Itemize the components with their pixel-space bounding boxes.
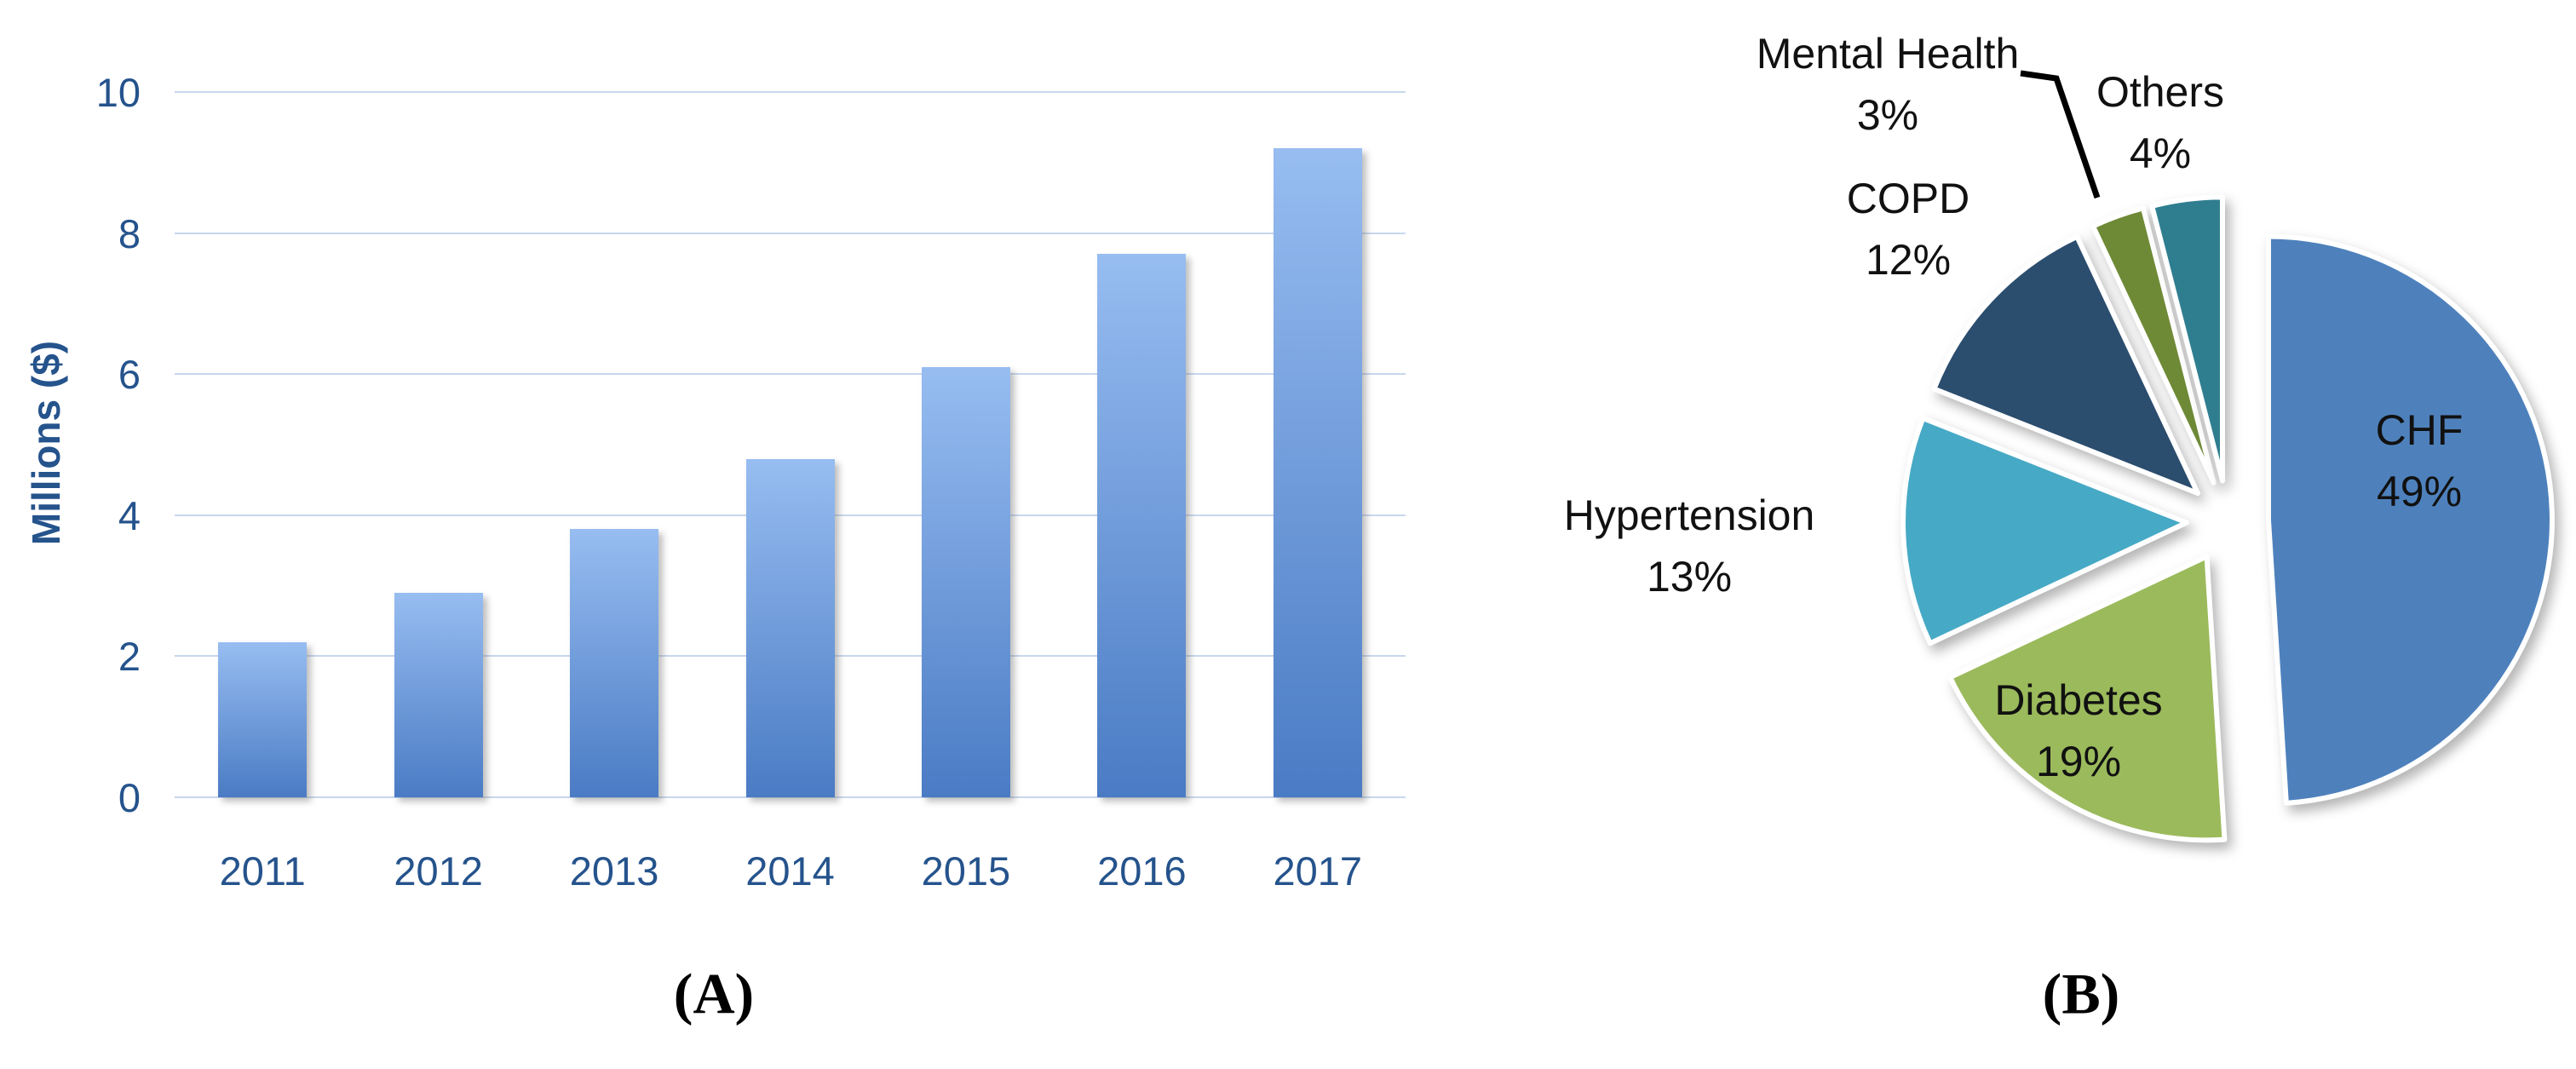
pie-label-mental-health-pct: 3%: [1856, 91, 1919, 139]
pie-label-hypertension: Hypertension: [1563, 491, 1815, 539]
x-tick-label-2017: 2017: [1273, 848, 1363, 894]
gridline-0: [175, 796, 1406, 798]
pie-label-mental-health: Mental Health: [1756, 30, 2020, 78]
pie-slice-copd: [1931, 233, 2201, 497]
y-tick-label-8: 8: [118, 210, 141, 256]
pie-slice-chf: [2265, 233, 2555, 806]
gridline-10: [175, 91, 1406, 93]
panel-a-label: (A): [673, 961, 755, 1026]
bar-2012: [394, 592, 483, 797]
x-tick-label-2014: 2014: [745, 848, 835, 894]
pie-label-chf-pct: 49%: [2376, 468, 2463, 515]
y-tick-label-4: 4: [118, 492, 141, 538]
pie-label-diabetes: Diabetes: [1994, 676, 2163, 724]
pie-label-others: Others: [2096, 68, 2225, 116]
x-tick-label-2013: 2013: [569, 848, 659, 894]
pie-label-copd-pct: 12%: [1865, 236, 1952, 284]
pie-label-others-pct: 4%: [2129, 129, 2192, 177]
mental-health-leader-line: [2020, 70, 2101, 199]
y-tick-label-6: 6: [118, 352, 141, 398]
pie-label-chf: CHF: [2375, 406, 2464, 454]
y-tick-label-0: 0: [118, 775, 141, 820]
y-tick-label-2: 2: [118, 634, 141, 680]
pie-slice-mental-health: [2090, 205, 2217, 486]
pie-label-hypertension-pct: 13%: [1646, 553, 1733, 601]
gridline-6: [175, 373, 1406, 376]
bar-2017: [1273, 148, 1362, 797]
x-tick-label-2016: 2016: [1097, 848, 1187, 894]
x-tick-label-2015: 2015: [921, 848, 1011, 894]
bar-2016: [1097, 254, 1187, 797]
bar-2014: [745, 458, 835, 797]
bar-2015: [921, 366, 1010, 797]
pie-label-copd: COPD: [1846, 175, 1970, 222]
pie-slice-diabetes: [1947, 554, 2228, 843]
bar-2013: [570, 529, 659, 797]
panel-b-label: (B): [2042, 961, 2120, 1026]
x-tick-label-2012: 2012: [394, 848, 483, 894]
gridline-8: [175, 232, 1406, 234]
pie-slice-others: [2149, 194, 2225, 484]
y-tick-label-10: 10: [95, 70, 141, 115]
x-tick-label-2011: 2011: [219, 848, 306, 894]
bar-2011: [218, 641, 308, 797]
pie-slice-hypertension: [1900, 415, 2190, 647]
pie-label-diabetes-pct: 19%: [2035, 738, 2122, 785]
